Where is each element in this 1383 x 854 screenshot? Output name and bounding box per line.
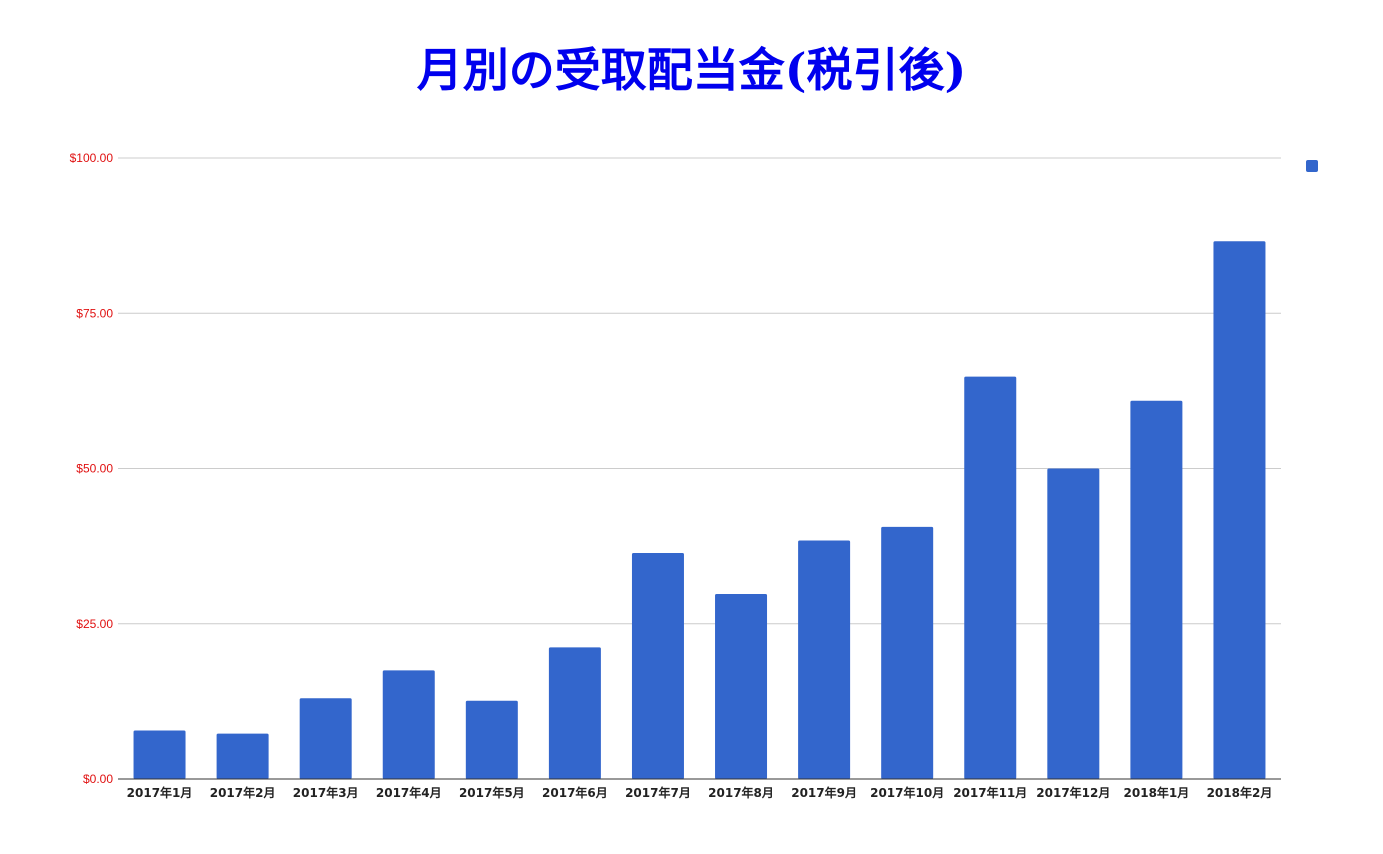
x-tick-label: 2017年12月 xyxy=(1036,785,1110,800)
x-tick-label: 2017年8月 xyxy=(708,785,774,800)
bar[interactable] xyxy=(382,670,435,779)
bar[interactable] xyxy=(964,376,1017,779)
bar[interactable] xyxy=(133,730,186,779)
x-axis-tick-labels: 2017年1月 2017年2月 2017年3月 2017年4月 2017年5月 2017年… xyxy=(127,785,1273,800)
x-tick-label: 2017年5月 xyxy=(459,785,525,800)
x-tick-label: 2018年2月 xyxy=(1207,785,1273,800)
x-tick-label: 2017年6月 xyxy=(542,785,608,800)
bar[interactable] xyxy=(631,552,684,779)
bar[interactable] xyxy=(299,698,352,779)
y-tick-label: $75.00 xyxy=(76,306,113,320)
bar[interactable] xyxy=(216,733,269,779)
bar[interactable] xyxy=(548,647,601,779)
x-tick-label: 2017年10月 xyxy=(870,785,944,800)
bar[interactable] xyxy=(1047,468,1100,780)
x-tick-label: 2017年4月 xyxy=(376,785,442,800)
bar[interactable] xyxy=(465,700,518,779)
bar[interactable] xyxy=(1130,400,1183,779)
bar[interactable] xyxy=(1213,241,1266,780)
legend-swatch[interactable] xyxy=(1306,160,1318,172)
bar[interactable] xyxy=(715,593,768,779)
gridlines xyxy=(118,157,1281,625)
chart-title: 月別の受取配当金(税引後) xyxy=(416,43,967,97)
bar[interactable] xyxy=(881,526,934,779)
y-tick-label: $100.00 xyxy=(70,151,114,165)
x-tick-label: 2017年2月 xyxy=(210,785,276,800)
x-tick-label: 2017年3月 xyxy=(293,785,359,800)
y-tick-label: $50.00 xyxy=(76,462,113,476)
x-tick-label: 2017年11月 xyxy=(953,785,1027,800)
y-axis-tick-labels: $0.00 $25.00 $50.00 $75.00 $100.00 xyxy=(70,151,114,786)
bars xyxy=(133,241,1266,780)
x-tick-label: 2017年1月 xyxy=(127,785,193,800)
x-tick-label: 2018年1月 xyxy=(1124,785,1190,800)
x-tick-label: 2017年7月 xyxy=(625,785,691,800)
bar[interactable] xyxy=(798,540,851,779)
x-tick-label: 2017年9月 xyxy=(791,785,857,800)
y-tick-label: $0.00 xyxy=(83,772,113,786)
y-tick-label: $25.00 xyxy=(76,617,113,631)
